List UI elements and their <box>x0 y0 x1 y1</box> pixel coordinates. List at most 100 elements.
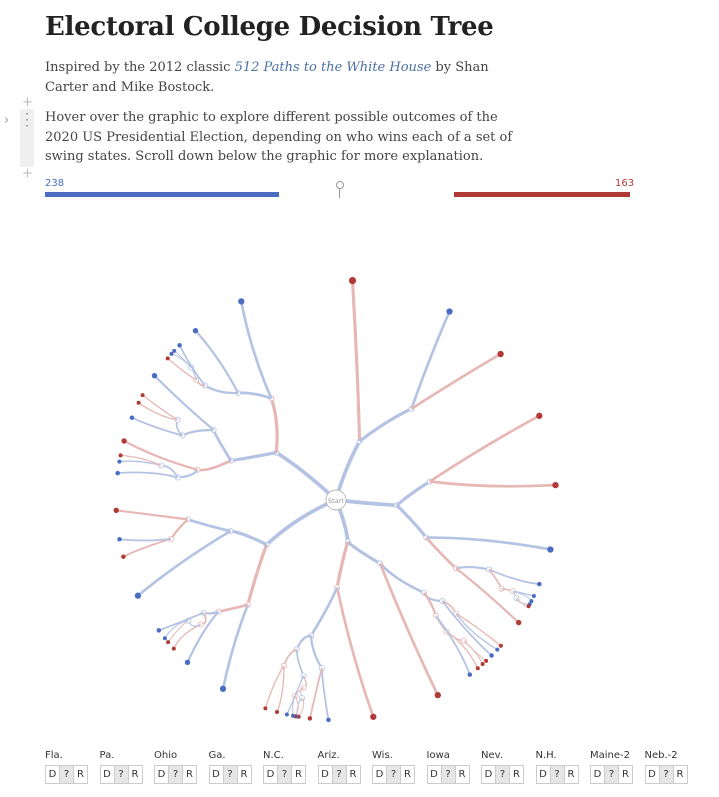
tree-node[interactable] <box>434 691 441 699</box>
tree-node[interactable] <box>117 537 122 542</box>
tree-node[interactable] <box>531 594 536 598</box>
dem-button[interactable]: D <box>154 765 169 784</box>
undecided-button[interactable]: ? <box>59 765 74 784</box>
tree-node[interactable] <box>140 393 145 398</box>
tree-node[interactable] <box>484 658 489 663</box>
undecided-button[interactable]: ? <box>386 765 401 784</box>
rep-button[interactable]: R <box>345 765 361 784</box>
rep-vote-count: 163 <box>615 178 635 189</box>
tree-node[interactable] <box>516 619 522 626</box>
tree-node[interactable] <box>166 640 171 645</box>
tree-node[interactable] <box>121 554 126 559</box>
tree-node[interactable] <box>177 343 182 348</box>
tree-node[interactable] <box>115 470 120 476</box>
tree-root-node[interactable] <box>325 489 347 511</box>
tree-node[interactable] <box>495 647 500 652</box>
tree-node[interactable] <box>467 672 473 677</box>
tree-node[interactable] <box>117 459 122 464</box>
rep-button[interactable]: R <box>182 765 197 784</box>
rep-button[interactable]: R <box>73 765 88 784</box>
intro-prefix: Inspired by the 2012 classic <box>45 60 235 75</box>
tree-node[interactable] <box>526 604 531 609</box>
undecided-button[interactable]: ? <box>604 765 619 784</box>
dem-button[interactable]: D <box>372 765 387 784</box>
tree-node[interactable] <box>192 328 199 334</box>
tree-node[interactable] <box>136 400 141 405</box>
rep-button[interactable]: R <box>563 765 579 784</box>
tree-node[interactable] <box>537 581 542 587</box>
rep-button[interactable]: R <box>618 765 633 784</box>
dem-button[interactable]: D <box>590 765 605 784</box>
tree-node[interactable] <box>552 481 559 489</box>
dem-button[interactable]: D <box>99 765 115 784</box>
tree-node[interactable] <box>446 308 453 315</box>
add-block-below-icon[interactable]: + <box>22 166 33 181</box>
tree-node[interactable] <box>169 351 174 356</box>
tree-node[interactable] <box>113 507 119 513</box>
undecided-button[interactable]: ? <box>549 765 565 784</box>
dem-button[interactable]: D <box>535 765 551 784</box>
tree-node[interactable] <box>475 666 480 671</box>
tree-node[interactable] <box>307 716 313 721</box>
cell-drag-handle[interactable]: · · · <box>20 108 34 167</box>
tree-node[interactable] <box>348 277 357 285</box>
tree-node[interactable] <box>326 717 331 723</box>
rep-button[interactable]: R <box>672 765 688 784</box>
rep-button[interactable]: R <box>454 765 470 784</box>
tree-node[interactable] <box>219 685 227 692</box>
dem-button[interactable]: D <box>481 765 496 784</box>
decision-tree-graphic[interactable]: Start <box>0 200 719 740</box>
chevron-right-icon[interactable]: › <box>4 113 10 128</box>
tree-node[interactable] <box>238 298 245 305</box>
undecided-button[interactable]: ? <box>168 765 183 784</box>
undecided-button[interactable]: ? <box>113 765 129 784</box>
tree-node[interactable] <box>370 713 377 720</box>
tree-node[interactable] <box>129 415 135 420</box>
tree-node[interactable] <box>275 710 279 714</box>
undecided-button[interactable]: ? <box>440 765 456 784</box>
tree-node[interactable] <box>497 350 504 358</box>
tree-node[interactable] <box>172 348 177 353</box>
tree-node[interactable] <box>171 646 176 651</box>
tree-node[interactable] <box>121 438 127 444</box>
rep-button[interactable]: R <box>291 765 306 784</box>
tree-node[interactable] <box>156 628 162 633</box>
dem-button[interactable]: D <box>644 765 660 784</box>
dem-button[interactable]: D <box>317 765 333 784</box>
undecided-button[interactable]: ? <box>658 765 674 784</box>
tree-node[interactable] <box>184 659 191 665</box>
rep-button[interactable]: R <box>236 765 252 784</box>
rep-button[interactable]: R <box>127 765 143 784</box>
undecided-button[interactable]: ? <box>222 765 238 784</box>
add-block-above-icon[interactable]: + <box>22 95 33 110</box>
rep-button[interactable]: R <box>400 765 415 784</box>
source-link[interactable]: 512 Paths to the White House <box>234 60 432 75</box>
tree-node[interactable] <box>263 706 268 711</box>
state-selector: Ariz. D? R <box>317 750 361 784</box>
tree-node[interactable] <box>529 599 534 604</box>
undecided-button[interactable]: ? <box>495 765 510 784</box>
tree-branch <box>218 603 249 614</box>
tree-node[interactable] <box>547 546 554 553</box>
dem-button[interactable]: D <box>45 765 60 784</box>
tree-node[interactable] <box>489 653 494 658</box>
tree-node[interactable] <box>118 453 123 458</box>
dem-button[interactable]: D <box>208 765 224 784</box>
rep-button[interactable]: R <box>509 765 524 784</box>
tree-node[interactable] <box>134 592 142 599</box>
dem-button[interactable]: D <box>263 765 278 784</box>
tree-branch <box>167 620 189 643</box>
undecided-button[interactable]: ? <box>331 765 347 784</box>
tree-node[interactable] <box>162 636 167 641</box>
tree-branch <box>221 604 250 690</box>
tree-node[interactable] <box>151 373 158 379</box>
dem-button[interactable]: D <box>426 765 442 784</box>
tree-node[interactable] <box>536 412 543 419</box>
tree-node[interactable] <box>498 643 503 648</box>
tree-node[interactable] <box>291 713 295 718</box>
tree-node[interactable] <box>300 672 307 679</box>
tree-node[interactable] <box>165 356 170 361</box>
tree-node[interactable] <box>480 662 485 666</box>
undecided-button[interactable]: ? <box>277 765 292 784</box>
tree-node[interactable] <box>284 712 289 717</box>
